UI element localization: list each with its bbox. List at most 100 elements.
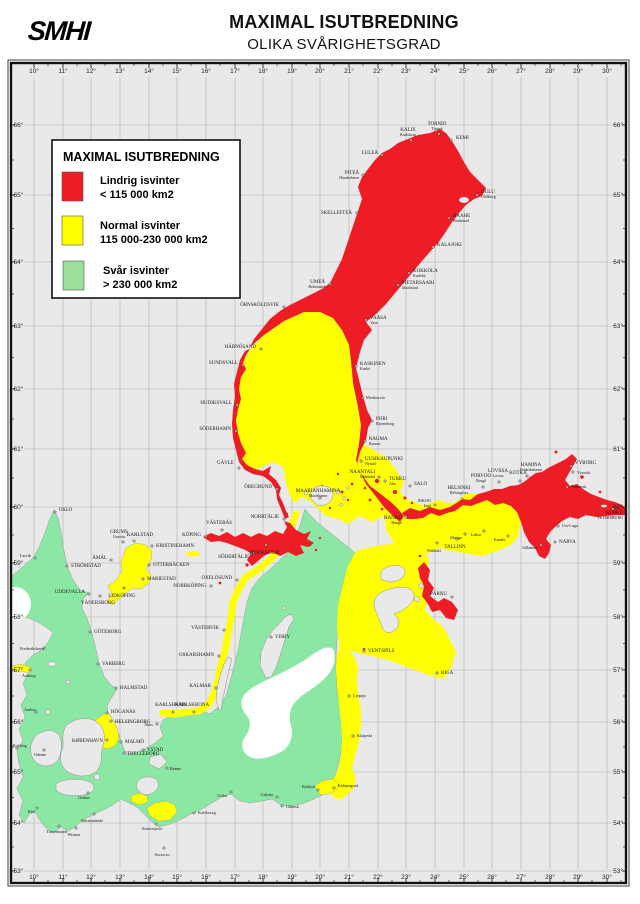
city-label: PIETARSAARI	[402, 281, 434, 286]
city-label: STOCKHOLM	[248, 551, 280, 556]
muhu-island	[414, 596, 420, 602]
city-dot	[74, 826, 78, 830]
city-label: PITEÅ	[345, 170, 360, 176]
axis-label: 28°	[545, 67, 555, 75]
city-dot	[437, 132, 441, 136]
city-dot	[192, 710, 196, 714]
city-label: OSKARSHAMN	[179, 653, 214, 658]
city-label: VYBORG	[575, 461, 597, 466]
city-sublabel: Kaskö	[360, 366, 370, 371]
axis-label: 21°	[344, 67, 354, 75]
city-dot	[450, 595, 454, 599]
city-sublabel: Raumo	[369, 441, 381, 446]
city-label: Frederikshavn	[20, 646, 45, 651]
city-label: VENTSPILS	[368, 649, 395, 654]
city-dot	[141, 748, 145, 752]
city-dot	[282, 305, 286, 309]
city-dot	[171, 710, 175, 714]
city-label: KALMAR	[189, 684, 211, 689]
oland-island	[215, 656, 233, 711]
city-dot	[362, 649, 366, 653]
islands	[30, 196, 608, 796]
city-label: MALMÖ	[125, 739, 145, 745]
axis-label: 64°	[14, 258, 24, 266]
map-frame	[9, 61, 628, 885]
city-dot	[359, 459, 363, 463]
city-label: NARVA	[559, 540, 576, 545]
laeso-island	[47, 661, 57, 667]
axis-label: 53°	[613, 867, 623, 875]
city-label: Sillamäe	[522, 545, 537, 550]
page-title: MAXIMAL ISUTBREDNING	[229, 12, 459, 32]
axis-label: 53°	[14, 867, 24, 875]
city-label: TRELLEBORG	[127, 752, 160, 757]
axis-label: 12°	[86, 67, 96, 75]
bornholm-island	[148, 753, 168, 770]
city-dot	[88, 630, 92, 634]
header: MAXIMAL ISUTBREDNING OLIKA SVÅRIGHETSGRA…	[0, 12, 640, 53]
sjaelland-island	[60, 718, 105, 777]
city-dot	[380, 153, 384, 157]
city-dot	[347, 694, 351, 698]
map-outer-frame	[7, 59, 630, 887]
city-dot	[92, 812, 96, 816]
city-label: VARBERG	[102, 662, 126, 667]
city-label: Gdynia	[261, 792, 273, 797]
axis-label: 25°	[459, 67, 469, 75]
city-sublabel: Brahestad	[453, 218, 469, 223]
ice-speck	[362, 647, 366, 651]
city-dot	[87, 592, 91, 596]
ice-speck	[554, 450, 558, 454]
city-sublabel: Ingå	[424, 503, 431, 508]
axis-label: 61°	[613, 445, 623, 453]
axis-label: 54°	[613, 819, 623, 827]
aland-island	[310, 485, 334, 506]
city-label: ÖREGRUND	[244, 484, 272, 490]
ice-speck	[388, 503, 392, 507]
city-label: RIGA	[441, 671, 454, 676]
city-dot	[259, 347, 263, 351]
city-label: Aarhus	[24, 707, 36, 712]
city-dot	[435, 671, 439, 675]
city-label: KALIX	[400, 128, 416, 133]
city-dot	[370, 419, 374, 423]
city-dot	[351, 734, 355, 738]
legend-range-normal: 115 000-230 000 km2	[100, 234, 208, 246]
city-label: Odense	[34, 752, 47, 757]
legend: MAXIMAL ISUTBREDNING Lindrig isvinter < …	[51, 139, 241, 299]
city-label: RAAHE	[453, 214, 470, 219]
city-dot	[119, 740, 123, 744]
ice-speck	[418, 554, 422, 558]
city-label: ÖRNSKÖLDSVIK	[240, 302, 279, 308]
city-dot	[105, 738, 109, 742]
city-dot	[409, 138, 413, 142]
city-dot	[363, 439, 367, 443]
city-label: NORRTÄLJE	[251, 514, 279, 520]
city-label: Travemünde	[46, 829, 67, 834]
city-sublabel: Borgå	[476, 478, 486, 483]
city-label: KEMI	[456, 136, 469, 141]
city-sublabel: Mariehamn	[309, 493, 327, 498]
city-label: Swinoujscie	[142, 826, 163, 831]
city-dot	[162, 846, 166, 850]
city-sublabel: Karleby	[413, 273, 426, 278]
city-dot	[269, 635, 273, 639]
city-dot	[525, 474, 529, 478]
axis-label: 11°	[58, 873, 68, 881]
city-label: Szczecin	[155, 852, 171, 857]
axis-label: 26°	[487, 67, 497, 75]
mild-ice-region	[203, 129, 626, 651]
axis-label: 22°	[373, 873, 383, 881]
city-label: UMEÅ	[310, 279, 325, 285]
city-label: KARLSHAMN	[155, 703, 187, 708]
ice-speck	[380, 507, 384, 511]
axis-label: 30°	[602, 873, 612, 881]
city-dot	[109, 558, 113, 562]
city-dot	[481, 485, 485, 489]
city-label: VISBY	[275, 635, 290, 640]
axis-label: 62°	[14, 385, 24, 393]
city-label: KÖPING	[182, 532, 201, 538]
city-dot	[229, 790, 233, 794]
city-dot	[431, 245, 435, 249]
